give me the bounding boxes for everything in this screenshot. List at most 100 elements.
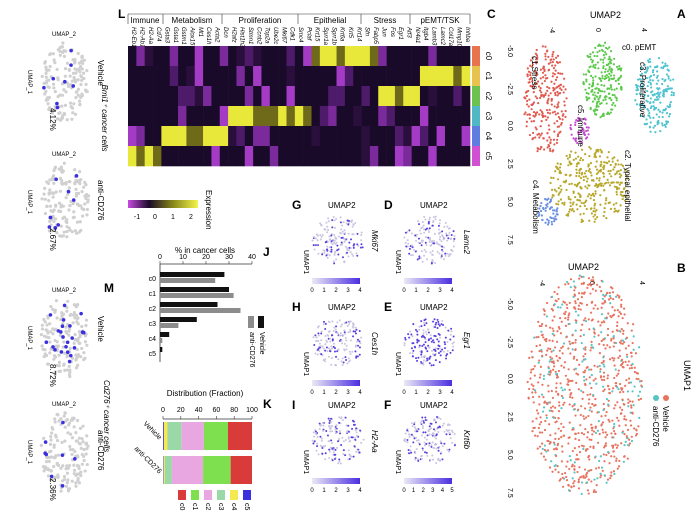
feature-point [425, 333, 428, 336]
feature-point [449, 333, 452, 336]
umap-point [589, 52, 592, 56]
umap-point [596, 429, 600, 432]
heatmap-gene-label: Acta2 [214, 26, 220, 43]
umap-point [554, 170, 557, 173]
panel-m-highlight-point [48, 313, 53, 317]
heatmap-cell [361, 126, 371, 147]
umap-point [611, 160, 614, 163]
umap-point [559, 306, 562, 309]
umap-point [587, 70, 590, 73]
feature-point [427, 331, 430, 334]
feature-point [429, 237, 432, 240]
umap-point [631, 341, 634, 345]
umap-point [623, 187, 626, 190]
umap-point [562, 366, 566, 369]
panel-m-point [80, 452, 84, 457]
umap-point [555, 76, 559, 79]
feature-point [414, 430, 417, 433]
panel-m-point [67, 186, 71, 190]
panel-m-point [40, 323, 44, 327]
umap-point [526, 73, 529, 76]
umap-point [542, 377, 545, 381]
umap-point [600, 466, 604, 469]
feature-point [421, 447, 424, 450]
feature-colorbar-tick: 4 [450, 390, 454, 396]
umap-y-tick: 5.0 [506, 197, 513, 207]
umap-point [578, 438, 581, 442]
feature-point [339, 325, 342, 328]
panel-m-point [56, 453, 61, 457]
feature-y-label: UMAP1 [302, 250, 309, 274]
umap-point [590, 346, 593, 349]
heatmap-cell [144, 126, 154, 147]
panel-m-point [57, 209, 61, 213]
umap-point [565, 303, 568, 306]
umap-point [533, 374, 536, 377]
umap-point [597, 105, 600, 108]
feature-point [350, 238, 353, 241]
heatmap-cell [244, 66, 254, 87]
feature-point [437, 449, 440, 452]
umap-point [645, 76, 649, 80]
feature-point [351, 350, 354, 353]
panel-m-point [80, 67, 84, 71]
feature-point [346, 325, 349, 328]
feature-point [336, 446, 339, 449]
feature-x-label: UMAP2 [420, 201, 448, 210]
umap-point [528, 117, 531, 120]
chart-k-distribution: Distribution (Fraction) 0 20 40 60 80 100Vehi… [133, 389, 258, 511]
umap-point [589, 147, 592, 150]
umap-point [564, 374, 568, 377]
heatmap-cell [203, 66, 212, 87]
heatmap-cell [411, 126, 421, 147]
umap-point [555, 373, 558, 376]
heatmap-cell [319, 86, 329, 107]
umap-point [595, 95, 599, 98]
heatmap-cell [194, 46, 204, 67]
panel-m-point [68, 368, 72, 372]
umap-point [632, 335, 635, 338]
panel-m-point [78, 170, 82, 174]
panel-m-point [50, 431, 54, 435]
feature-point [438, 232, 441, 235]
umap-point [551, 60, 554, 64]
feature-point [334, 328, 337, 331]
umap-point [612, 181, 615, 184]
feature-point [433, 348, 436, 351]
umap-point [542, 336, 545, 339]
umap-point [608, 294, 612, 298]
umap-y-label: UMAP1 [682, 360, 692, 391]
umap-point [549, 58, 552, 62]
feature-point [416, 359, 419, 362]
feature-y-label: UMAP1 [302, 450, 309, 474]
umap-point [569, 278, 573, 281]
panel-m-y-label: UMAP_1 [26, 440, 32, 465]
umap-point [598, 155, 602, 158]
feature-point [415, 239, 418, 242]
heatmap-cell [294, 126, 304, 147]
umap-point [545, 108, 549, 112]
umap-point [569, 126, 572, 129]
umap-point [586, 489, 590, 492]
umap-point [570, 209, 573, 212]
umap-point [572, 295, 575, 298]
feature-point [336, 350, 339, 353]
panel-label-M: M [104, 281, 114, 295]
umap-point [525, 94, 528, 98]
feature-y-label: UMAP1 [302, 352, 309, 376]
feature-point [410, 232, 413, 235]
umap-point [611, 444, 614, 447]
feature-point [320, 439, 323, 442]
feature-point [346, 248, 349, 251]
umap-point [538, 113, 541, 116]
panel-m-point [80, 324, 84, 329]
umap-point [548, 136, 551, 139]
umap-point [613, 166, 616, 169]
feature-point [321, 234, 324, 237]
umap-point [537, 80, 540, 83]
feature-point [338, 460, 341, 463]
umap-point [535, 344, 538, 348]
umap-point [555, 382, 558, 385]
feature-point [423, 324, 426, 327]
